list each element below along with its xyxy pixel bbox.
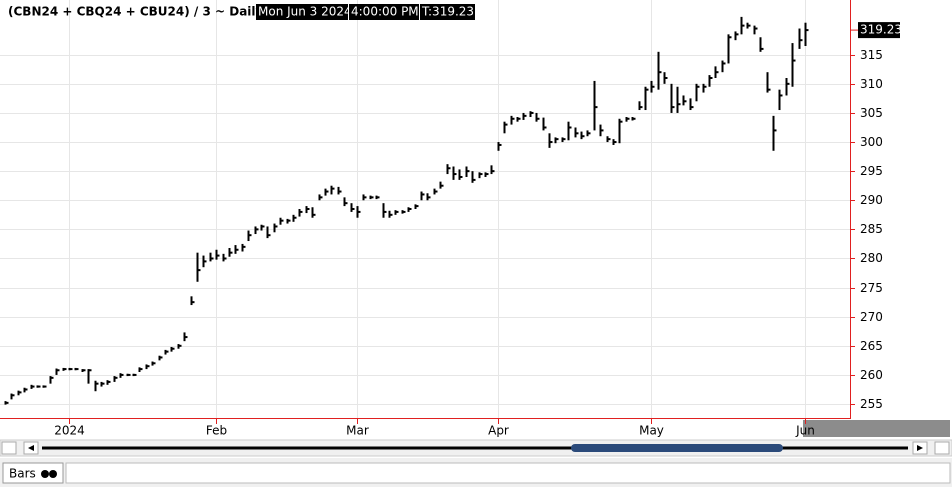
bars-icon: [41, 470, 49, 478]
y-tick-label: 270: [860, 310, 883, 324]
bars: [4, 16, 809, 405]
x-tick-label: Mar: [346, 424, 369, 438]
grid: [0, 0, 850, 418]
x-tick-label: Apr: [488, 424, 509, 438]
last-price-box: [858, 22, 900, 39]
y-tick-label: 295: [860, 164, 883, 178]
x-tick-label: Feb: [206, 424, 227, 438]
scroll-home[interactable]: [1, 441, 17, 455]
date-box: [256, 4, 348, 20]
x-tick-label: May: [639, 424, 664, 438]
y-tick-label: 280: [860, 251, 883, 265]
y-tick-label: 310: [860, 77, 883, 91]
time: 4:00:00 PM: [351, 5, 419, 19]
right-arrow: [917, 445, 923, 451]
date: Mon Jun 3 2024: [258, 5, 352, 19]
y-tick-label: 285: [860, 222, 883, 236]
y-tick-label: 305: [860, 106, 883, 120]
toolbar-field: [65, 462, 951, 484]
y-tick-label: 300: [860, 135, 883, 149]
bars-label: Bars: [9, 467, 36, 481]
y-tick-label: 265: [860, 339, 883, 353]
chart-title: (CBN24 + CBQ24 + CBU24) / 3 ~ Daily: [8, 5, 264, 19]
scroll-thumb[interactable]: [571, 444, 783, 452]
bars-icon: [49, 470, 57, 478]
x-tick-label: Jun: [795, 424, 815, 438]
bars-button[interactable]: [2, 462, 64, 484]
left-arrow: [28, 445, 34, 451]
y-tick-label: 275: [860, 281, 883, 295]
last: T:319.23: [421, 5, 474, 19]
y-tick-label: 260: [860, 368, 883, 382]
last-price-label: 319.23: [860, 23, 902, 37]
scroll-end[interactable]: [934, 441, 950, 455]
x-tick-label: 2024: [54, 424, 85, 438]
future-area: [803, 420, 950, 437]
time-box: [349, 4, 419, 20]
last-box: [420, 4, 475, 20]
y-tick-label: 315: [860, 48, 883, 62]
y-tick-label: 255: [860, 397, 883, 411]
y-tick-label: 290: [860, 193, 883, 207]
